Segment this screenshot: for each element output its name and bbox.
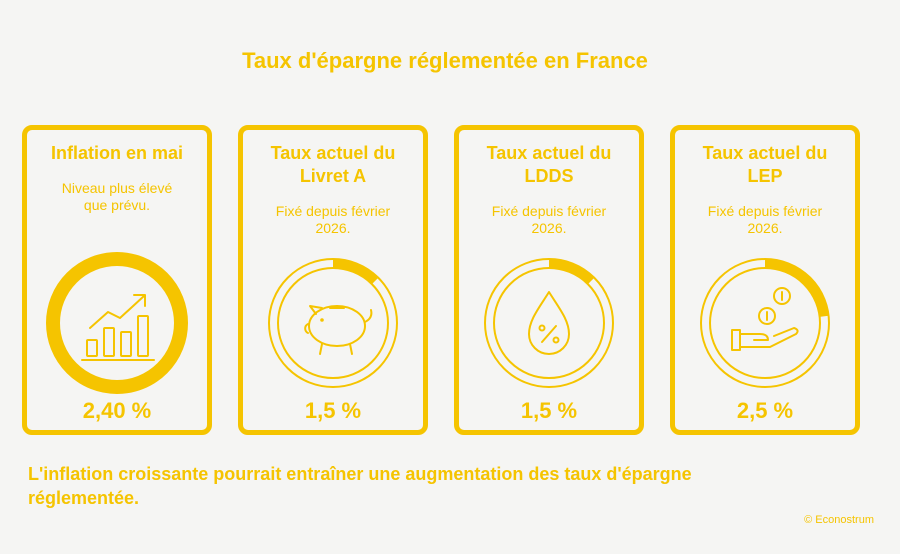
card-title: Inflation en mai (50, 143, 183, 163)
card-lep: Taux actuel du LEP Fixé depuis février 2… (670, 125, 860, 435)
bar-chart-trend-icon (46, 252, 188, 394)
card-inflation: Inflation en mai Niveau plus élevé que p… (22, 125, 212, 435)
page-title: Taux d'épargne réglementée en France (242, 48, 648, 73)
card-subtitle: Fixé depuis février 2026. (491, 203, 607, 236)
card-value: 1,5 % (520, 398, 578, 423)
piggy-bank-icon (268, 258, 398, 388)
card-value: 2,5 % (736, 398, 794, 423)
percent-drop-icon (484, 258, 614, 388)
card-title: Taux actuel du LEP (702, 143, 828, 186)
card-value: 2,40 % (82, 398, 152, 423)
conclusion-text: L'inflation croissante pourrait entraîne… (28, 464, 692, 508)
coins-in-hand-icon (700, 258, 830, 388)
card-livret-a: Taux actuel du Livret A Fixé depuis févr… (238, 125, 428, 435)
card-value: 1,5 % (304, 398, 362, 423)
card-subtitle: Fixé depuis février 2026. (275, 203, 391, 236)
card-title: Taux actuel du LDDS (486, 143, 612, 186)
card-subtitle: Niveau plus élevé que prévu. (61, 180, 173, 213)
credit: © Econostrum (804, 514, 874, 526)
card-title: Taux actuel du Livret A (270, 143, 396, 186)
card-subtitle: Fixé depuis février 2026. (707, 203, 823, 236)
card-ldds: Taux actuel du LDDS Fixé depuis février … (454, 125, 644, 435)
